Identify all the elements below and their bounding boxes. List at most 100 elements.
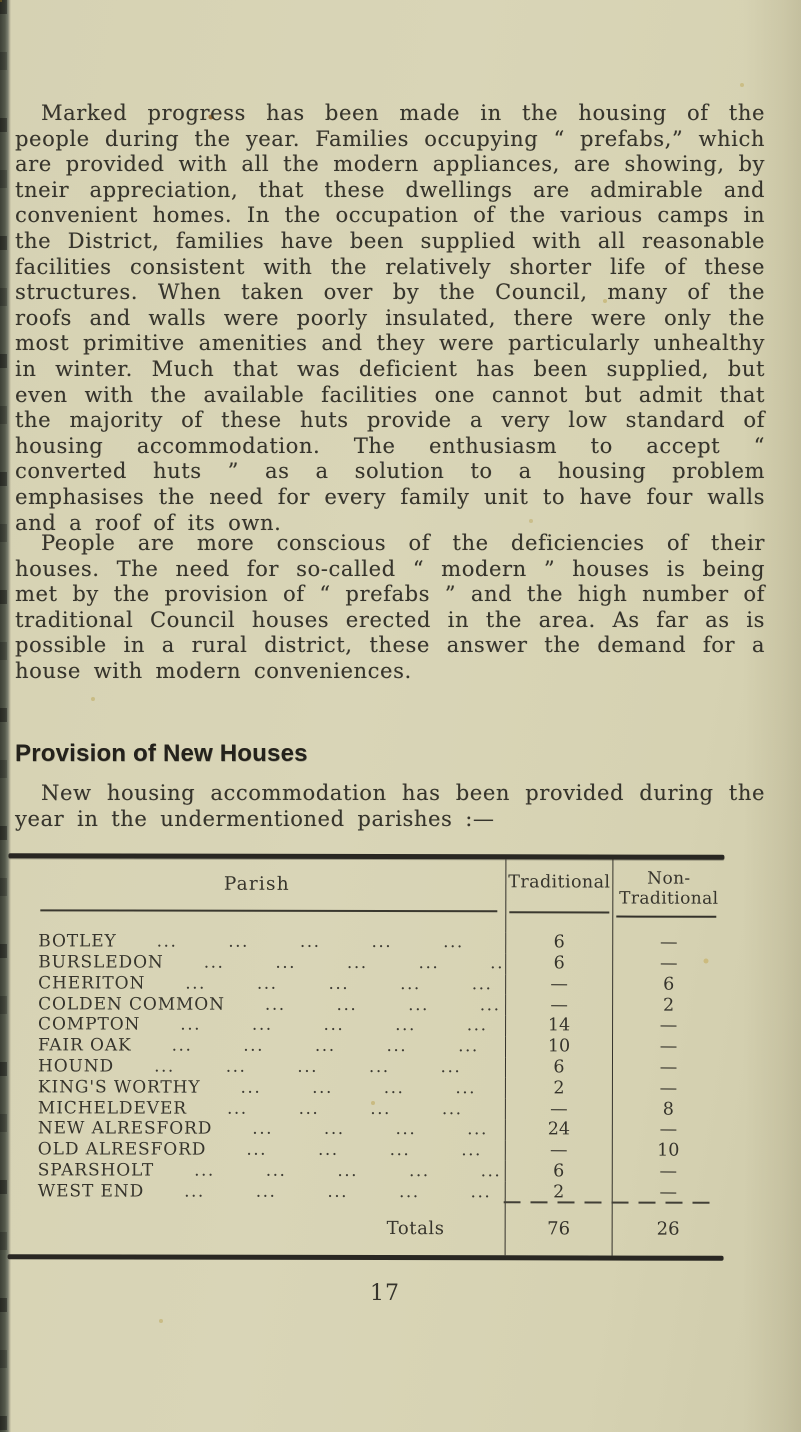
non-traditional-value: 10 xyxy=(611,1140,724,1162)
parish-cell: MICHELDEVER ... ... ... ... xyxy=(8,1097,505,1119)
paragraph-new-housing-intro: New housing accommodation has been provi… xyxy=(15,781,765,831)
table-row: COMPTON ... ... ... ... ... 14 — xyxy=(8,1014,725,1037)
traditional-value: 6 xyxy=(504,1056,613,1078)
parish-cell: KING'S WORTHY ... ... ... ... xyxy=(8,1077,505,1099)
dot-leaders: ... ... ... ... xyxy=(264,994,501,1015)
traditional-value: 6 xyxy=(505,932,613,954)
table-row: BURSLEDON ... ... ... ... ... 6 — xyxy=(8,952,725,975)
dot-leaders: ... ... ... ... ... xyxy=(194,1160,502,1182)
non-traditional-value: — xyxy=(611,1160,724,1182)
parish-cell: CHERITON ... ... ... ... ... xyxy=(8,973,505,995)
traditional-value: — xyxy=(505,973,613,995)
column-header-non-traditional-line2: Traditional xyxy=(619,888,719,909)
parish-name: SPARSHOLT xyxy=(37,1160,155,1181)
parish-cell: COMPTON ... ... ... ... ... xyxy=(8,1014,505,1036)
parish-cell: WEST END ... ... ... ... ... xyxy=(8,1180,505,1202)
non-traditional-value: 2 xyxy=(612,994,725,1016)
non-traditional-value: — xyxy=(611,1057,725,1079)
page-number: 17 xyxy=(370,1281,400,1306)
non-traditional-value: — xyxy=(611,1119,724,1141)
parish-cell: COLDEN COMMON ... ... ... ... xyxy=(8,994,505,1016)
parish-name: NEW ALRESFORD xyxy=(37,1118,213,1139)
table-row: KING'S WORTHY ... ... ... ... 2 — xyxy=(8,1077,724,1099)
non-traditional-value: — xyxy=(612,953,725,975)
table-bottom-rule xyxy=(7,1254,724,1261)
dot-leaders: ... ... ... ... xyxy=(240,1077,477,1098)
parish-cell: FAIR OAK ... ... ... ... ... xyxy=(8,1035,505,1057)
traditional-value: 2 xyxy=(504,1077,612,1099)
non-traditional-value: — xyxy=(612,1015,725,1037)
parish-name: CHERITON xyxy=(38,973,146,994)
column-header-parish: Parish xyxy=(8,858,505,932)
dot-leaders: ... ... ... ... ... xyxy=(184,1181,492,1202)
traditional-value: 14 xyxy=(505,1015,613,1037)
totals-non-traditional-value: 26 xyxy=(611,1202,724,1256)
traditional-value: 6 xyxy=(505,953,613,975)
paper-speckles xyxy=(0,0,2,2)
traditional-value: 2 xyxy=(504,1181,612,1203)
table-row: COLDEN COMMON ... ... ... ... — 2 xyxy=(8,994,725,1016)
paragraph-housing-deficiencies: People are more conscious of the deficie… xyxy=(15,531,765,683)
totals-label: Totals xyxy=(386,1218,445,1240)
page-binding-edge xyxy=(0,0,11,1432)
column-header-non-traditional: Non- Traditional xyxy=(612,859,725,933)
table-totals-row: Totals 76 26 xyxy=(8,1201,724,1256)
column-header-non-traditional-line1: Non- xyxy=(647,868,691,889)
dot-leaders: ... ... ... ... ... xyxy=(171,1035,479,1057)
parish-name: OLD ALRESFORD xyxy=(37,1139,207,1160)
traditional-value: 10 xyxy=(505,1036,613,1058)
non-traditional-value: — xyxy=(612,932,725,954)
dot-leaders: ... ... ... ... ... xyxy=(180,1015,488,1036)
traditional-value: — xyxy=(504,1139,612,1161)
dot-leaders: ... ... ... ... xyxy=(252,1119,488,1140)
dot-leaders: ... ... ... ... ... xyxy=(203,952,506,974)
dot-leaders: ... ... ... ... xyxy=(246,1139,482,1161)
traditional-value: 24 xyxy=(504,1119,612,1141)
parish-cell: NEW ALRESFORD ... ... ... ... xyxy=(8,1118,505,1140)
non-traditional-value: — xyxy=(611,1077,724,1099)
totals-traditional-value: 76 xyxy=(504,1202,612,1256)
dot-leaders: ... ... ... ... xyxy=(226,1098,463,1119)
parish-cell: HOUND ... ... ... ... ... ... xyxy=(8,1056,505,1078)
table-row: HOUND ... ... ... ... ... ... 6 — xyxy=(8,1056,725,1079)
parish-name: COLDEN COMMON xyxy=(38,993,225,1015)
parish-name: BURSLEDON xyxy=(38,952,164,973)
page-right-shadow xyxy=(743,0,801,1432)
dot-leaders: ... ... ... ... ... xyxy=(156,931,464,953)
parish-name: COMPTON xyxy=(38,1014,141,1035)
table-row: CHERITON ... ... ... ... ... — 6 xyxy=(8,973,725,996)
non-traditional-value: — xyxy=(612,1036,725,1058)
parish-cell: BURSLEDON ... ... ... ... ... xyxy=(8,952,505,974)
table-row: MICHELDEVER ... ... ... ... — 8 xyxy=(8,1097,724,1120)
parish-name: HOUND xyxy=(37,1056,115,1077)
traditional-value: 6 xyxy=(504,1160,612,1182)
table-row: BOTLEY ... ... ... ... ... 6 — xyxy=(8,931,725,954)
table-body: BOTLEY ... ... ... ... ... 6 — BURSLEDON.… xyxy=(8,931,725,1203)
paragraph-housing-progress: Marked progress has been made in the hou… xyxy=(15,101,765,535)
parish-name: BOTLEY xyxy=(38,931,117,952)
parish-cell: SPARSHOLT ... ... ... ... ... xyxy=(8,1160,505,1182)
dot-leaders: ... ... ... ... ... ... xyxy=(154,1056,506,1078)
new-houses-by-parish-table: Parish Traditional Non- Traditional BOTL… xyxy=(7,853,725,1262)
parish-cell: BOTLEY ... ... ... ... ... xyxy=(8,931,505,953)
parish-name: FAIR OAK xyxy=(38,1035,132,1056)
parish-cell: OLD ALRESFORD ... ... ... ... xyxy=(8,1139,505,1161)
non-traditional-value: 8 xyxy=(611,1098,724,1120)
table-header-row: Parish Traditional Non- Traditional xyxy=(8,858,725,933)
table-row: NEW ALRESFORD ... ... ... ... 24 — xyxy=(8,1118,724,1141)
parish-name: WEST END xyxy=(37,1180,145,1202)
dot-leaders: ... ... ... ... ... xyxy=(185,973,493,995)
table-row: SPARSHOLT ... ... ... ... ... 6 — xyxy=(8,1160,724,1182)
table-row: WEST END ... ... ... ... ... 2 — xyxy=(8,1180,724,1203)
table-row: OLD ALRESFORD ... ... ... ... — 10 xyxy=(8,1139,724,1162)
section-heading-provision-of-new-houses: Provision of New Houses xyxy=(15,740,308,767)
column-header-traditional: Traditional xyxy=(505,859,613,933)
traditional-value: — xyxy=(504,1098,612,1120)
non-traditional-value: — xyxy=(611,1181,724,1203)
parish-name: MICHELDEVER xyxy=(37,1097,188,1119)
parish-name: KING'S WORTHY xyxy=(37,1077,201,1098)
table-row: FAIR OAK ... ... ... ... ... 10 — xyxy=(8,1035,725,1058)
non-traditional-value: 6 xyxy=(612,974,725,996)
traditional-value: — xyxy=(505,994,613,1016)
